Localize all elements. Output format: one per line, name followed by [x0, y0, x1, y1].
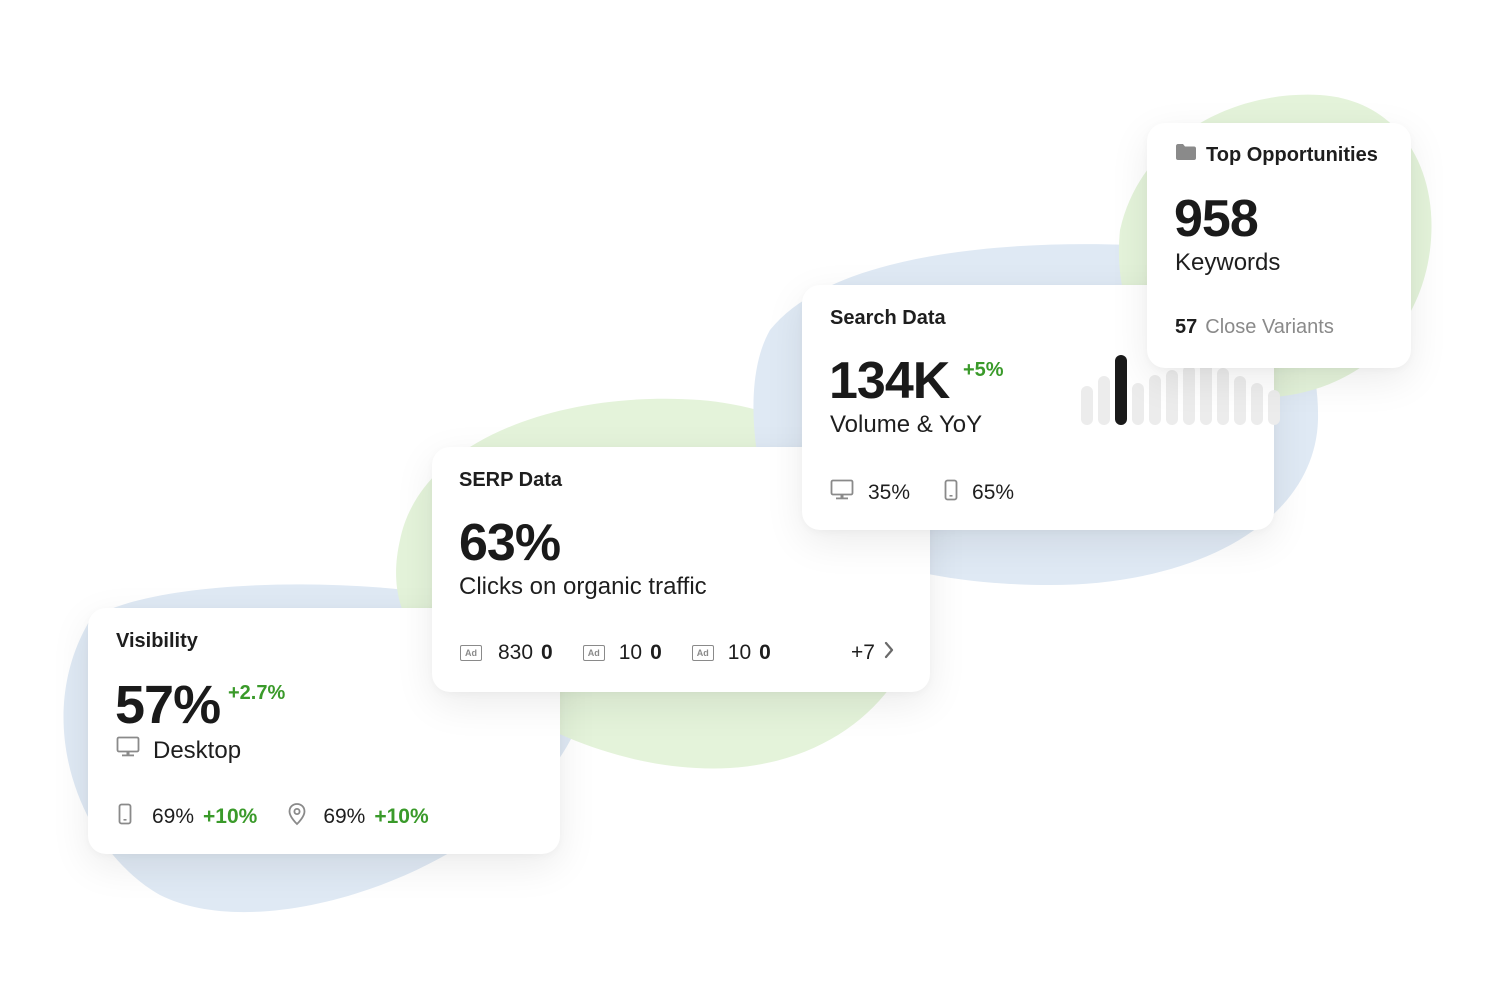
- trend-bar: [1081, 386, 1093, 425]
- feature-extra: 0: [759, 641, 771, 664]
- chevron-right-icon: [884, 641, 894, 665]
- trend-bar: [1217, 368, 1229, 425]
- trend-bar: [1234, 376, 1246, 425]
- local-delta: +10%: [374, 805, 429, 828]
- close-variants-count: 57: [1175, 316, 1198, 338]
- feature-value: 830: [498, 641, 534, 664]
- serp-subtitle: Clicks on organic traffic: [459, 573, 707, 600]
- desktop-share: 35%: [868, 481, 911, 504]
- trend-bar: [1098, 376, 1110, 425]
- more-features-button[interactable]: +7: [851, 641, 894, 665]
- visibility-value: 57%: [115, 675, 221, 735]
- mobile-icon: [118, 803, 132, 831]
- trend-bar: [1132, 383, 1144, 425]
- trend-bar: [1149, 375, 1161, 425]
- feature-extra: 0: [541, 641, 553, 664]
- trend-bar: [1166, 370, 1178, 425]
- mobile-share: 65%: [972, 481, 1015, 504]
- close-variants-row: 57 Close Variants: [1175, 316, 1334, 339]
- feature-extra: 0: [650, 641, 662, 664]
- device-row: Desktop: [116, 736, 241, 765]
- search-volume-value: 134K: [829, 352, 950, 410]
- trend-bar: [1200, 362, 1212, 425]
- desktop-icon: [830, 479, 854, 507]
- more-features-label: +7: [851, 641, 875, 664]
- card-title: Top Opportunities: [1206, 143, 1378, 166]
- keywords-count: 958: [1174, 190, 1259, 248]
- desktop-icon: [116, 736, 140, 765]
- breakdown-row: 69% +10% 69% +10%: [118, 802, 429, 832]
- folder-icon: [1175, 143, 1197, 167]
- ad-icon: Ad: [460, 645, 482, 661]
- serp-features-row: Ad 830 0 Ad 10 0 Ad 10 0: [460, 641, 771, 665]
- serp-data-card[interactable]: SERP Data 63% Clicks on organic traffic …: [432, 447, 930, 692]
- mobile-icon: [944, 479, 958, 507]
- local-value: 69%: [323, 805, 366, 828]
- ad-icon: Ad: [582, 645, 605, 661]
- keywords-label: Keywords: [1175, 249, 1281, 276]
- trend-bar: [1268, 390, 1280, 425]
- serp-value: 63%: [459, 514, 561, 572]
- trend-bar: [1251, 383, 1263, 425]
- device-label: Desktop: [153, 736, 242, 764]
- ad-icon: Ad: [691, 645, 714, 661]
- top-opportunities-card[interactable]: Top Opportunities 958 Keywords 57 Close …: [1147, 123, 1411, 368]
- search-subtitle: Volume & YoY: [830, 411, 983, 438]
- card-title: SERP Data: [459, 469, 563, 491]
- mobile-value: 69%: [152, 805, 195, 828]
- feature-value: 10: [727, 641, 752, 664]
- mobile-delta: +10%: [203, 805, 258, 828]
- close-variants-label: Close Variants: [1205, 316, 1334, 338]
- trend-bar: [1183, 365, 1195, 425]
- search-volume-delta: +5%: [963, 359, 1004, 381]
- opportunities-header: Top Opportunities: [1175, 143, 1378, 167]
- card-title: Search Data: [830, 307, 946, 329]
- trend-bars: [1081, 355, 1280, 425]
- card-title: Visibility: [116, 630, 198, 652]
- visibility-delta: +2.7%: [228, 682, 286, 704]
- device-share-row: 35% 65%: [830, 479, 1014, 507]
- feature-value: 10: [618, 641, 643, 664]
- trend-bar-active: [1115, 355, 1127, 425]
- location-pin-icon: [287, 802, 307, 832]
